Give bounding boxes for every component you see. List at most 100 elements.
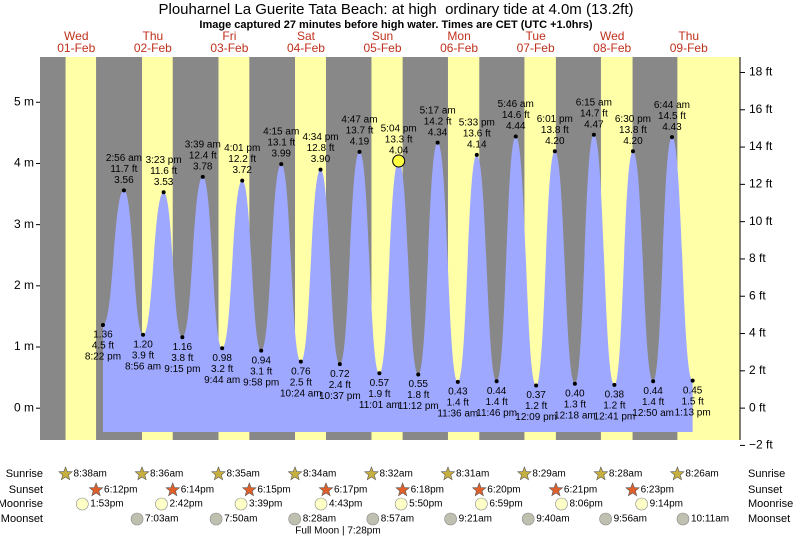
y2-tick-label: 8 ft: [749, 251, 766, 265]
tide-height-m: 0.38: [605, 390, 625, 401]
sun-icon: [669, 466, 685, 481]
moon-icon: [209, 512, 223, 526]
tide-height-ft: 1.9 ft: [368, 389, 390, 400]
tide-point: [259, 348, 264, 353]
y-tick-label: 2 m: [14, 278, 34, 292]
sunset-time: 6:20pm: [487, 485, 520, 496]
tide-height-m: 0.37: [526, 390, 546, 401]
y-tick-label: 4 m: [14, 156, 34, 170]
moon-icon: [444, 512, 457, 526]
row-label: Moonrise: [748, 498, 793, 510]
tide-time: 3:39 am: [185, 140, 221, 151]
moonrise-time: 9:14pm: [650, 499, 683, 510]
tide-height-ft: 1.4 ft: [485, 397, 507, 408]
tide-point: [455, 379, 460, 384]
tide-height-ft: 1.4 ft: [642, 397, 664, 408]
tide-height-ft: 1.2 ft: [603, 401, 625, 412]
tide-height-ft: 1.8 ft: [407, 390, 429, 401]
sunrise-time: 8:28am: [609, 469, 642, 480]
tide-time: 12:50 am: [632, 408, 674, 419]
moon-icon: [155, 497, 168, 511]
tide-time: 5:04 pm: [381, 124, 417, 135]
tide-height-ft: 4.5 ft: [92, 341, 114, 352]
y2-tick-label: 14 ft: [749, 139, 773, 153]
weekday-label: Sun: [372, 29, 393, 43]
tide-point: [279, 162, 284, 167]
moonset-time: 9:56am: [614, 514, 647, 525]
tide-height-m: 4.20: [545, 136, 565, 147]
sun-icon: [625, 482, 641, 497]
tide-height-ft: 13.6 ft: [463, 129, 491, 140]
moonset-time: 9:21am: [459, 514, 492, 525]
tide-height-m: 4.20: [623, 136, 643, 147]
sunrise-time: 8:32am: [379, 469, 412, 480]
date-label: 02-Feb: [134, 41, 172, 55]
tide-time: 2:56 am: [106, 153, 142, 164]
moon-icon: [599, 512, 612, 526]
sun-icon: [363, 466, 379, 481]
moon-icon: [475, 497, 488, 511]
moonrise-time: 2:42pm: [169, 499, 202, 510]
tide-time: 4:01 pm: [224, 143, 260, 154]
tide-height-ft: 11.6 ft: [150, 166, 177, 177]
tide-time: 4:15 am: [263, 127, 299, 138]
tide-height-ft: 3.9 ft: [132, 350, 154, 361]
weekday-label: Wed: [600, 29, 624, 43]
moon-icon: [130, 512, 144, 526]
date-label: 07-Feb: [517, 41, 555, 55]
tide-time: 9:15 pm: [164, 364, 200, 375]
moon-icon: [314, 497, 328, 511]
tide-height-ft: 13.7 ft: [346, 125, 374, 136]
tide-point: [494, 379, 499, 384]
sun-icon: [241, 482, 257, 497]
tide-height-m: 3.53: [154, 177, 174, 188]
tide-point: [630, 149, 635, 154]
tide-height-m: 0.43: [448, 387, 468, 398]
tide-point: [416, 372, 421, 377]
date-label: 03-Feb: [210, 41, 248, 55]
tide-height-m: 3.78: [193, 162, 213, 173]
tide-height-m: 4.34: [428, 127, 448, 138]
moon-icon: [75, 497, 89, 511]
tide-time: 8:56 am: [125, 361, 161, 372]
sunrise-time: 8:29am: [532, 469, 565, 480]
sun-icon: [287, 466, 303, 481]
moonset-time: 7:50am: [224, 514, 257, 525]
sun-icon: [395, 482, 411, 497]
tide-time: 12:18 am: [554, 410, 596, 421]
sun-icon: [134, 466, 150, 481]
tide-height-m: 0.57: [370, 378, 390, 389]
row-label: Sunrise: [748, 468, 785, 480]
tide-point: [669, 135, 674, 140]
sunset-time: 6:18pm: [411, 485, 444, 496]
sun-icon: [165, 482, 181, 497]
chart-subtitle: Image captured 27 minutes before high wa…: [199, 19, 593, 31]
tide-point: [552, 149, 557, 154]
tide-height-ft: 12.2 ft: [228, 154, 256, 165]
y-tick-label: 0 m: [14, 400, 34, 414]
tide-time: 11:01 am: [359, 400, 400, 411]
moon-icon: [288, 512, 301, 526]
y2-tick-label: 16 ft: [749, 102, 773, 116]
tide-height-m: 0.94: [251, 355, 271, 366]
tide-height-ft: 14.7 ft: [580, 108, 608, 119]
tide-height-m: 4.43: [662, 122, 682, 133]
tide-area: [102, 134, 693, 432]
moon-phase: Full Moon | 7:28pm: [295, 526, 380, 537]
current-tide-marker: [392, 154, 406, 168]
tide-height-m: 4.47: [584, 119, 604, 130]
tide-height-ft: 1.2 ft: [525, 401, 547, 412]
tide-height-ft: 14.5 ft: [658, 111, 686, 122]
weekday-label: Sat: [297, 29, 316, 43]
tide-time: 11:36 am: [437, 409, 478, 420]
moon-icon: [394, 497, 408, 511]
sunrise-time: 8:31am: [456, 469, 489, 480]
sun-icon: [318, 482, 334, 497]
moonrise-time: 8:06pm: [569, 499, 602, 510]
tide-time: 10:37 pm: [319, 391, 361, 402]
sunset-time: 6:15pm: [257, 485, 290, 496]
tide-point: [435, 140, 440, 145]
y2-tick-label: 0 ft: [749, 400, 766, 414]
tide-height-ft: 3.1 ft: [250, 366, 272, 377]
